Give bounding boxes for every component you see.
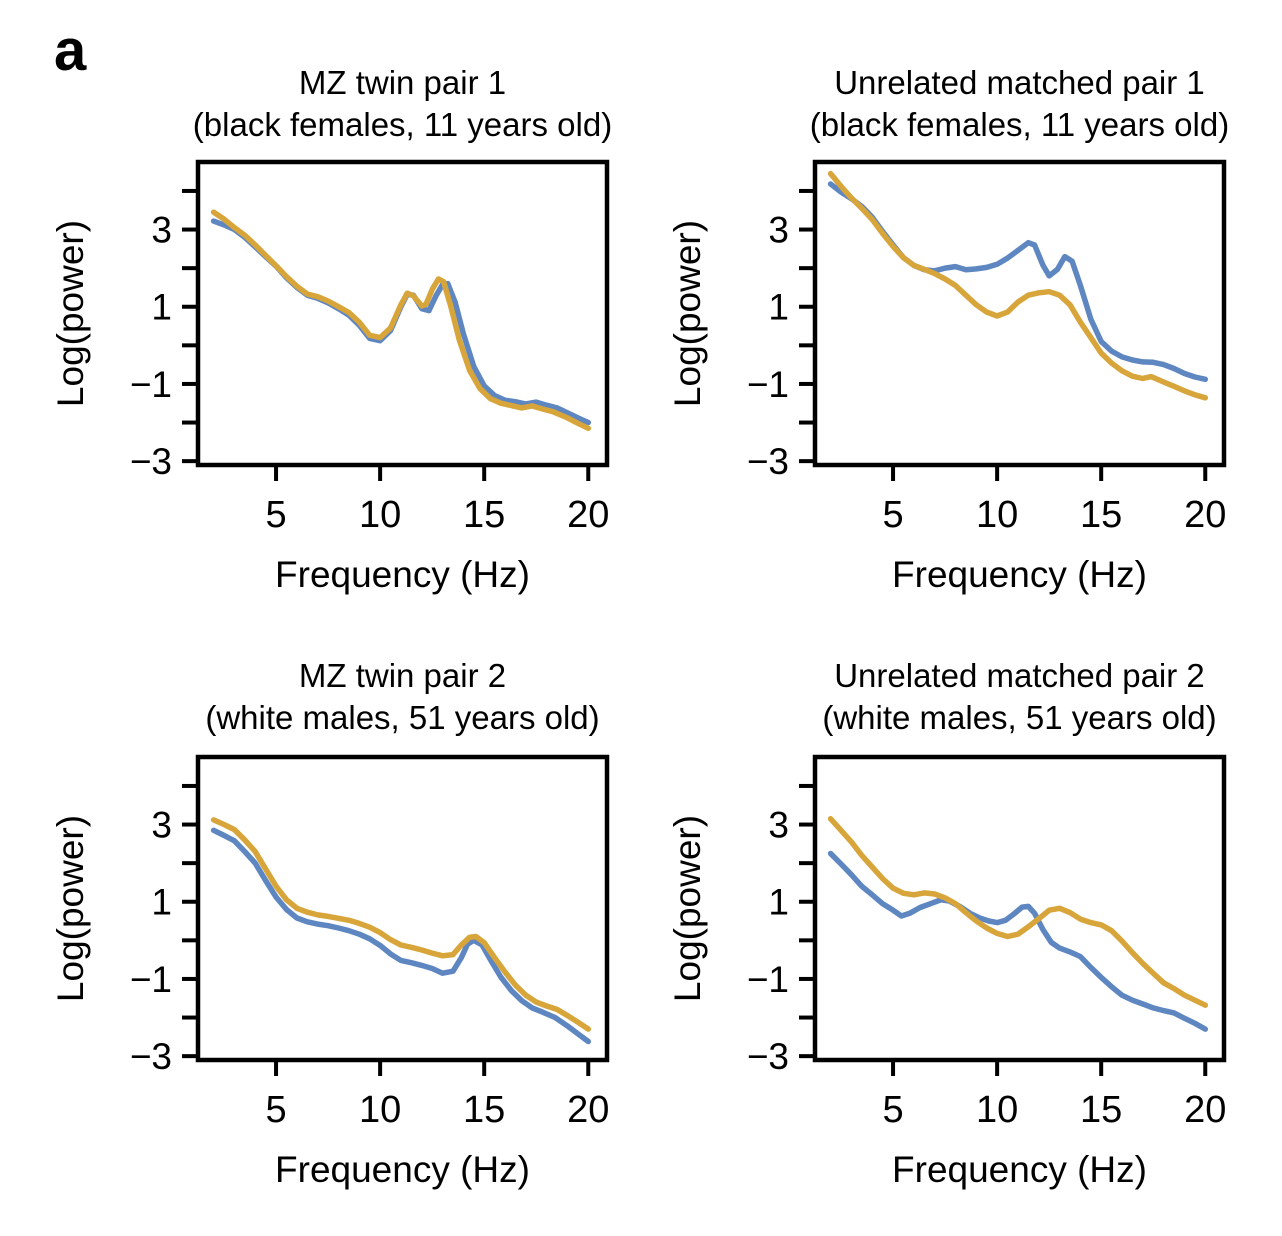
y-axis-label: Log(power) [50,815,91,1002]
curve-member-2 [210,209,592,432]
subplot-title-line1: MZ twin pair 1 [298,64,507,101]
x-axis-label: Frequency (Hz) [892,554,1147,595]
y-tick-label: 1 [151,882,172,923]
subplot-title-line1: MZ twin pair 2 [298,657,507,694]
plot-mz-twin-pair-2: 3 1 −1 −3 5 10 15 20 Frequency (Hz) Log(power) [50,754,610,1190]
y-tick-label: −3 [130,441,172,482]
x-tick-label: 10 [976,1089,1018,1131]
panel-label-a: a [54,18,87,83]
curve-member-2 [827,170,1209,401]
x-tick-label: 15 [463,494,505,536]
plot-frame [812,754,1227,1063]
subplot-subtitle-line2: (black females, 11 years old) [809,106,1230,143]
x-axis-label: Frequency (Hz) [892,1149,1147,1190]
y-axis-label: Log(power) [667,815,708,1002]
y-tick-label: −1 [130,959,172,1000]
subplot-title-line1: Unrelated matched pair 2 [834,657,1205,694]
y-axis-label: Log(power) [50,220,91,407]
y-tick-label: −3 [130,1036,172,1077]
subplot-title-line1: Unrelated matched pair 1 [834,64,1205,101]
x-tick-label: 5 [882,494,903,536]
curve-member-1 [827,850,1209,1032]
curve-member-1 [210,827,592,1045]
y-tick-label: −1 [130,364,172,405]
y-axis-label: Log(power) [667,220,708,407]
x-tick-label: 15 [463,1089,505,1131]
x-tick-label: 15 [1080,1089,1122,1131]
y-tick-label: 1 [151,287,172,328]
curve-member-1 [827,181,1209,383]
subplot-title: MZ twin pair 2 (white males, 51 years ol… [98,655,707,739]
y-tick-label: 1 [768,287,789,328]
y-tick-label: −3 [747,441,789,482]
y-tick-label: 3 [151,210,172,251]
y-tick-label: 3 [768,805,789,846]
y-tick-label: −3 [747,1036,789,1077]
subplot-title: MZ twin pair 1 (black females, 11 years … [98,62,707,146]
x-tick-label: 10 [359,494,401,536]
curve-member-1 [210,218,592,426]
y-tick-label: 3 [768,210,789,251]
x-tick-label: 20 [1184,1089,1226,1131]
curve-member-2 [827,816,1209,1008]
plot-unrelated-matched-pair-1: 3 1 −1 −3 5 10 15 20 Frequency (Hz) Log(power) [667,159,1227,595]
subplot-title: Unrelated matched pair 2 (white males, 5… [715,655,1282,739]
x-tick-label: 10 [359,1089,401,1131]
x-tick-label: 10 [976,494,1018,536]
y-tick-label: 1 [768,882,789,923]
x-tick-label: 5 [265,1089,286,1131]
x-tick-label: 20 [567,494,609,536]
y-tick-label: −1 [747,364,789,405]
plot-frame [195,754,610,1063]
x-axis-label: Frequency (Hz) [275,554,530,595]
x-tick-label: 5 [882,1089,903,1131]
x-tick-label: 20 [1184,494,1226,536]
plot-mz-twin-pair-1: 3 1 −1 −3 5 10 15 20 Frequency (Hz) Log(power) [50,159,610,595]
x-axis-label: Frequency (Hz) [275,1149,530,1190]
subplot-subtitle-line2: (white males, 51 years old) [205,699,600,736]
plot-frame [195,159,610,468]
subplot-subtitle-line2: (white males, 51 years old) [822,699,1217,736]
x-tick-label: 5 [265,494,286,536]
y-tick-label: 3 [151,805,172,846]
subplot-title: Unrelated matched pair 1 (black females,… [715,62,1282,146]
plot-unrelated-matched-pair-2: 3 1 −1 −3 5 10 15 20 Frequency (Hz) Log(power) [667,754,1227,1190]
x-tick-label: 20 [567,1089,609,1131]
subplot-subtitle-line2: (black females, 11 years old) [192,106,613,143]
x-tick-label: 15 [1080,494,1122,536]
curve-member-2 [210,817,592,1032]
y-tick-label: −1 [747,959,789,1000]
plot-frame [812,159,1227,468]
